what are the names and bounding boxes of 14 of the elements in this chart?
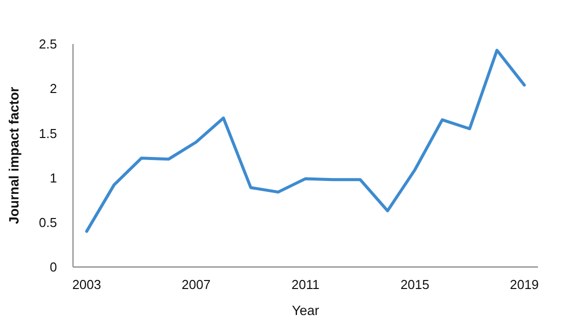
line-series xyxy=(85,48,526,233)
x-tick-label: 2007 xyxy=(182,277,211,292)
y-tick-label: 0 xyxy=(50,260,57,275)
y-tick-label: 0.5 xyxy=(38,214,57,230)
x-tick-label: 2003 xyxy=(72,277,102,292)
y-tick-label: 1.5 xyxy=(38,126,57,141)
x-tick-label: 2011 xyxy=(292,277,320,292)
x-axis-title: Year xyxy=(292,303,320,318)
y-axis-title: Journal impact factor xyxy=(6,86,22,224)
x-tick-label: 2015 xyxy=(400,277,430,292)
x-tick-label: 2019 xyxy=(510,277,539,292)
y-tick-label: 2 xyxy=(50,81,57,96)
y-tick-label: 1 xyxy=(50,170,57,186)
y-tick-label: 2.5 xyxy=(38,36,57,52)
